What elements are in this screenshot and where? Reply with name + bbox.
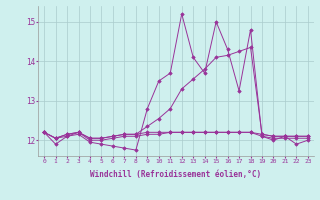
X-axis label: Windchill (Refroidissement éolien,°C): Windchill (Refroidissement éolien,°C): [91, 170, 261, 179]
